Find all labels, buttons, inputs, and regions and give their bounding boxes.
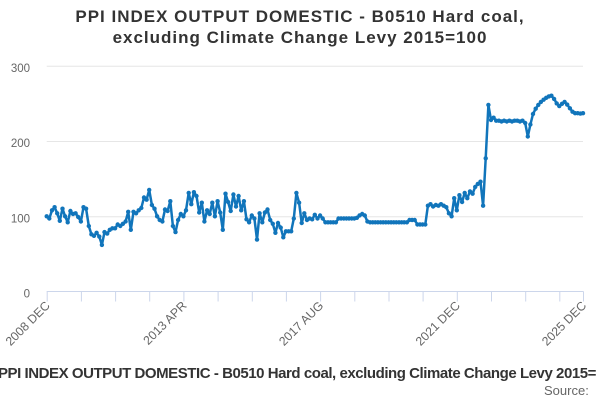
svg-text:200: 200 (11, 138, 30, 150)
svg-text:2017 AUG: 2017 AUG (276, 299, 326, 349)
svg-text:2021 DEC: 2021 DEC (413, 298, 463, 348)
svg-text:100: 100 (11, 213, 30, 225)
svg-text:300: 300 (11, 63, 30, 75)
svg-text:0: 0 (24, 289, 30, 301)
svg-text:2008 DEC: 2008 DEC (3, 298, 53, 348)
svg-text:2025 DEC: 2025 DEC (539, 298, 589, 348)
svg-text:2013 APR: 2013 APR (140, 298, 189, 347)
